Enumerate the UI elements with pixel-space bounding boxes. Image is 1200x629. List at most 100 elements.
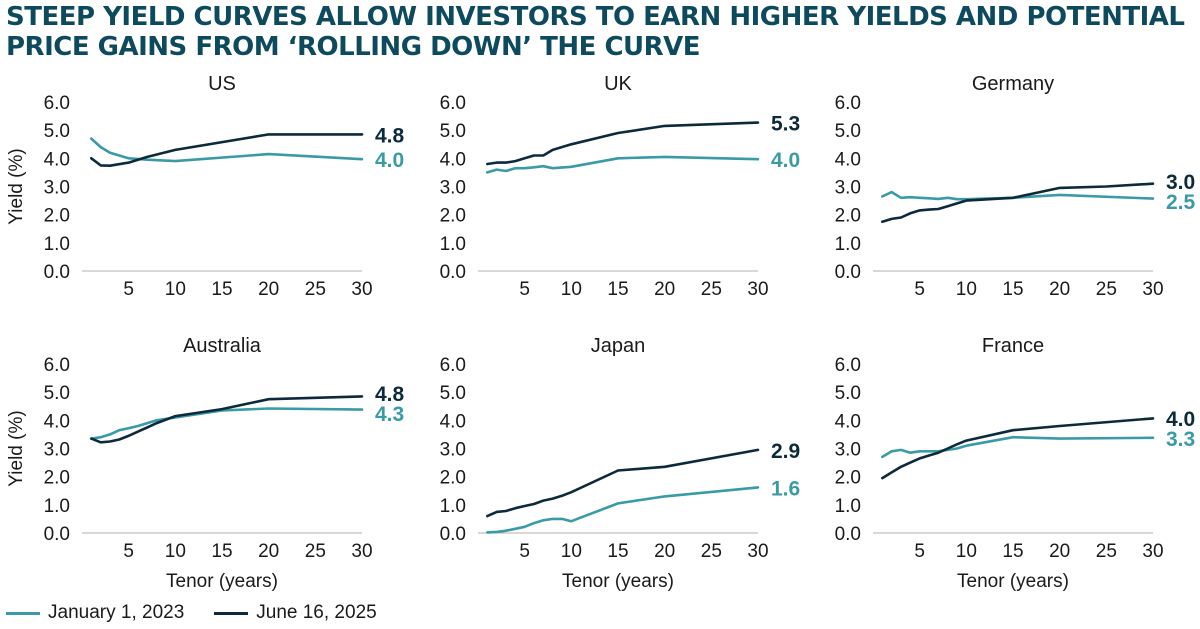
x-tick-label-0-5: 30 [351, 279, 372, 300]
panel-title-1: UK [604, 73, 632, 95]
y-tick-label-4-0: 0.0 [440, 524, 466, 545]
x-tick-label-2-2: 15 [1002, 279, 1023, 300]
x-tick-label-3-0: 5 [123, 541, 134, 562]
end-label-2-0: 2.5 [1166, 191, 1196, 214]
y-tick-label-3-0: 0.0 [44, 524, 70, 545]
series-line-2-1 [880, 182, 1155, 223]
x-axis-label-4: Tenor (years) [562, 571, 674, 592]
y-tick-label-1-5: 5.0 [440, 121, 466, 142]
y-tick-label-0-0: 0.0 [44, 262, 70, 283]
x-tick-label-4-1: 10 [561, 541, 582, 562]
x-tick-label-1-5: 30 [747, 279, 768, 300]
y-tick-label-1-6: 6.0 [440, 93, 466, 114]
y-axis-label-0: Yield (%) [6, 148, 27, 224]
end-label-5-0: 3.3 [1166, 428, 1195, 451]
x-tick-label-0-0: 5 [123, 279, 134, 300]
x-tick-label-3-3: 20 [258, 541, 279, 562]
x-tick-label-1-1: 10 [561, 279, 582, 300]
y-tick-label-0-4: 4.0 [44, 149, 70, 170]
x-tick-label-4-0: 5 [519, 541, 530, 562]
legend-label-jun-2025: June 16, 2025 [256, 602, 377, 623]
y-tick-label-0-1: 1.0 [44, 234, 70, 255]
y-tick-label-4-2: 2.0 [440, 468, 466, 489]
chart-title: STEEP YIELD CURVES ALLOW INVESTORS TO EA… [6, 2, 1196, 62]
y-tick-label-1-4: 4.0 [440, 149, 466, 170]
y-tick-label-5-2: 2.0 [835, 468, 861, 489]
panel-title-5: France [982, 335, 1044, 357]
x-tick-label-5-1: 10 [956, 541, 977, 562]
x-tick-label-5-3: 20 [1049, 541, 1070, 562]
x-tick-label-5-2: 15 [1002, 541, 1023, 562]
x-tick-label-4-5: 30 [747, 541, 768, 562]
x-tick-label-5-0: 5 [914, 541, 925, 562]
y-tick-label-4-5: 5.0 [440, 383, 466, 404]
y-tick-label-3-4: 4.0 [44, 411, 70, 432]
end-label-5-1: 4.0 [1166, 408, 1195, 431]
legend-swatch-jan-2023 [6, 611, 40, 615]
x-tick-label-1-4: 25 [701, 279, 722, 300]
chart-title-line-2: PRICE GAINS FROM ‘ROLLING DOWN’ THE CURV… [6, 32, 701, 62]
panel-title-0: US [208, 73, 236, 95]
x-tick-label-3-1: 10 [165, 541, 186, 562]
y-tick-label-5-5: 5.0 [835, 383, 861, 404]
chart-title-line-1: STEEP YIELD CURVES ALLOW INVESTORS TO EA… [6, 2, 1185, 32]
end-label-4-0: 1.6 [771, 477, 800, 500]
legend-label-jan-2023: January 1, 2023 [48, 602, 185, 623]
x-tick-label-1-3: 20 [654, 279, 675, 300]
end-label-1-1: 5.3 [771, 113, 800, 136]
x-tick-label-2-3: 20 [1049, 279, 1070, 300]
series-line-0-1 [90, 133, 364, 167]
y-tick-label-1-3: 3.0 [440, 178, 466, 199]
y-tick-label-2-5: 5.0 [835, 121, 861, 142]
end-label-4-1: 2.9 [771, 440, 800, 463]
y-tick-label-2-4: 4.0 [835, 149, 861, 170]
x-tick-label-2-1: 10 [956, 279, 977, 300]
end-label-2-1: 3.0 [1166, 171, 1195, 194]
y-tick-label-5-3: 3.0 [835, 440, 861, 461]
y-tick-label-4-1: 1.0 [440, 496, 466, 517]
series-line-3-1 [90, 395, 364, 444]
x-tick-label-0-4: 25 [305, 279, 326, 300]
x-tick-label-2-0: 5 [914, 279, 925, 300]
x-tick-label-0-2: 15 [211, 279, 232, 300]
y-tick-label-2-2: 2.0 [835, 206, 861, 227]
series-line-4-1 [485, 448, 760, 518]
y-tick-label-2-6: 6.0 [835, 93, 861, 114]
x-tick-label-4-4: 25 [701, 541, 722, 562]
legend-item-jun-2025: June 16, 2025 [214, 602, 377, 624]
y-tick-label-3-3: 3.0 [44, 440, 70, 461]
end-label-0-1: 4.8 [375, 124, 405, 147]
series-line-1-1 [485, 121, 760, 166]
x-tick-label-4-2: 15 [607, 541, 628, 562]
y-tick-label-2-0: 0.0 [835, 262, 861, 283]
end-label-3-1: 4.8 [375, 383, 405, 406]
y-tick-label-4-6: 6.0 [440, 355, 466, 376]
series-line-3-0 [90, 407, 364, 440]
x-tick-label-5-4: 25 [1096, 541, 1117, 562]
end-label-0-0: 4.0 [375, 149, 404, 172]
legend-item-jan-2023: January 1, 2023 [6, 602, 184, 624]
x-tick-label-2-4: 25 [1096, 279, 1117, 300]
y-axis-label-3: Yield (%) [6, 410, 27, 486]
x-tick-label-3-5: 30 [351, 541, 372, 562]
y-tick-label-5-6: 6.0 [835, 355, 861, 376]
series-line-4-0 [485, 486, 760, 534]
x-tick-label-4-3: 20 [654, 541, 675, 562]
y-tick-label-5-4: 4.0 [835, 411, 861, 432]
y-tick-label-0-2: 2.0 [44, 206, 70, 227]
y-tick-label-4-3: 3.0 [440, 440, 466, 461]
x-tick-label-5-5: 30 [1142, 541, 1163, 562]
x-tick-label-2-5: 30 [1142, 279, 1163, 300]
x-tick-label-0-1: 10 [165, 279, 186, 300]
y-tick-label-3-2: 2.0 [44, 468, 70, 489]
x-tick-label-1-2: 15 [607, 279, 628, 300]
y-tick-label-1-1: 1.0 [440, 234, 466, 255]
end-label-1-0: 4.0 [771, 149, 800, 172]
y-tick-label-0-5: 5.0 [44, 121, 70, 142]
legend: January 1, 2023 June 16, 2025 [6, 601, 407, 625]
panel-title-2: Germany [972, 73, 1054, 95]
x-tick-label-1-0: 5 [519, 279, 530, 300]
y-tick-label-0-3: 3.0 [44, 178, 70, 199]
series-line-5-0 [880, 435, 1155, 459]
